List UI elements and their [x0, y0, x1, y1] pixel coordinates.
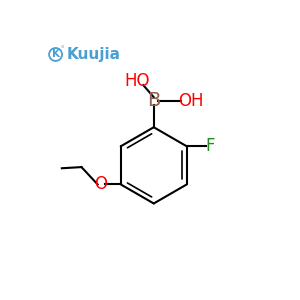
Text: F: F	[205, 137, 214, 155]
Text: °: °	[61, 46, 64, 52]
Text: OH: OH	[178, 92, 203, 110]
Text: O: O	[94, 176, 108, 194]
Text: HO: HO	[125, 72, 150, 90]
Text: Kuujia: Kuujia	[67, 47, 121, 62]
Text: B: B	[147, 91, 160, 110]
Text: K: K	[52, 50, 60, 59]
